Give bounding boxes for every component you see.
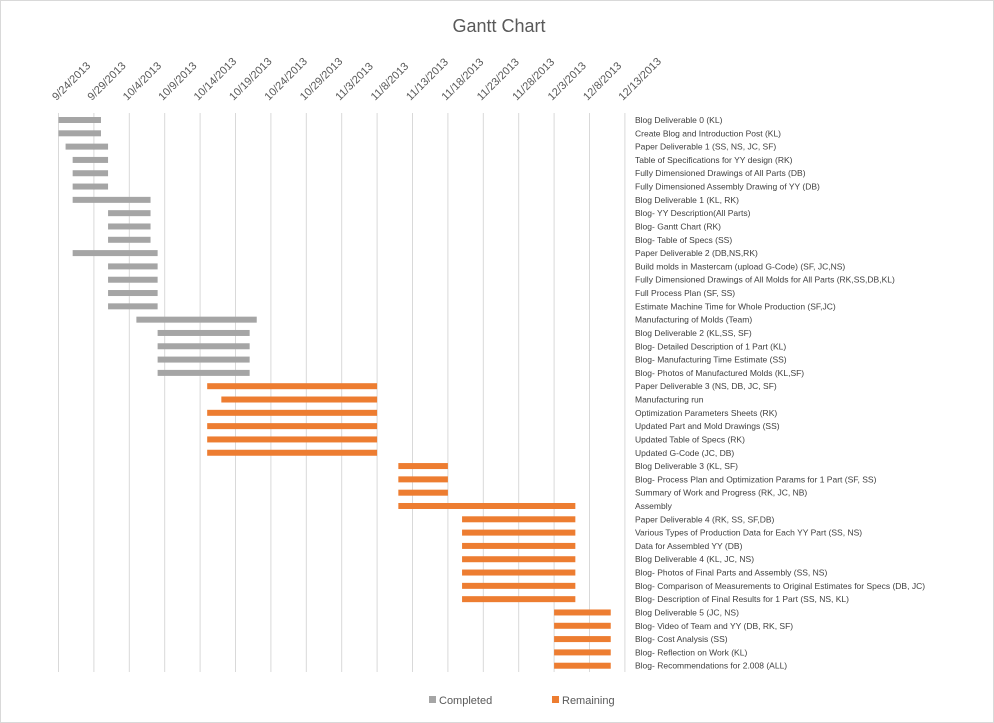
task-bar xyxy=(72,170,109,177)
task-bar xyxy=(462,569,576,576)
task-label: Summary of Work and Progress (RK, JC, NB… xyxy=(635,488,807,498)
task-label: Build molds in Mastercam (upload G-Code)… xyxy=(635,261,845,271)
task-bar xyxy=(207,383,378,390)
task-bar xyxy=(157,356,250,363)
task-bar xyxy=(207,423,378,430)
task-label: Paper Deliverable 1 (SS, NS, JC, SF) xyxy=(635,142,776,152)
x-axis-ticks: 9/24/20139/29/201310/4/201310/9/201310/1… xyxy=(50,56,664,103)
task-label: Blog Deliverable 4 (KL, JC, NS) xyxy=(635,554,754,564)
chart-title: Gantt Chart xyxy=(452,16,545,36)
task-bar xyxy=(157,369,250,376)
task-bar xyxy=(108,263,158,270)
task-bar xyxy=(157,343,250,350)
legend-label-remaining: Remaining xyxy=(562,695,615,707)
task-label: Blog- Table of Specs (SS) xyxy=(635,235,732,245)
task-bar xyxy=(72,250,158,257)
task-label: Blog Deliverable 3 (KL, SF) xyxy=(635,461,738,471)
task-label: Estimate Machine Time for Whole Producti… xyxy=(635,301,836,311)
task-bar xyxy=(58,117,101,123)
task-label: Updated Part and Mold Drawings (SS) xyxy=(635,421,780,431)
task-bar xyxy=(207,449,378,456)
task-label: Blog Deliverable 2 (KL,SS, SF) xyxy=(635,328,752,338)
legend: Completed Remaining xyxy=(429,695,615,707)
task-label: Various Types of Production Data for Eac… xyxy=(635,528,862,538)
x-tick-label: 12/13/2013 xyxy=(617,56,664,103)
task-bar xyxy=(462,529,576,536)
legend-label-completed: Completed xyxy=(439,695,492,707)
task-label: Optimization Parameters Sheets (RK) xyxy=(635,408,777,418)
task-label: Data for Assembled YY (DB) xyxy=(635,541,743,551)
task-label: Full Process Plan (SF, SS) xyxy=(635,288,735,298)
task-bar xyxy=(65,143,109,150)
task-label: Blog- Photos of Manufactured Molds (KL,S… xyxy=(635,368,804,378)
task-bar xyxy=(462,516,576,523)
task-label: Fully Dimensioned Drawings of All Molds … xyxy=(635,275,895,285)
task-label: Manufacturing run xyxy=(635,395,704,405)
task-bar xyxy=(462,596,576,603)
task-bar xyxy=(221,396,378,403)
task-label: Blog- Photos of Final Parts and Assembly… xyxy=(635,568,827,578)
task-label: Assembly xyxy=(635,501,673,511)
task-label: Blog- Process Plan and Optimization Para… xyxy=(635,474,877,484)
task-bar xyxy=(554,649,611,656)
task-bar xyxy=(554,609,611,616)
task-label: Manufacturing of Molds (Team) xyxy=(635,315,752,325)
task-label: Create Blog and Introduction Post (KL) xyxy=(635,128,781,138)
task-bar xyxy=(398,489,448,496)
task-bar xyxy=(554,636,611,643)
task-bar xyxy=(398,502,576,509)
task-label: Blog- Gantt Chart (RK) xyxy=(635,221,721,231)
task-bar xyxy=(554,662,611,669)
task-label: Blog- Cost Analysis (SS) xyxy=(635,634,728,644)
task-label: Blog- Video of Team and YY (DB, RK, SF) xyxy=(635,621,793,631)
task-label: Blog- Recommendations for 2.008 (ALL) xyxy=(635,661,787,671)
task-bar xyxy=(207,409,378,416)
task-label: Blog- Comparison of Measurements to Orig… xyxy=(635,581,925,591)
task-label: Paper Deliverable 3 (NS, DB, JC, SF) xyxy=(635,381,777,391)
task-label: Paper Deliverable 4 (RK, SS, SF,DB) xyxy=(635,514,775,524)
task-bar xyxy=(462,542,576,549)
task-bar xyxy=(72,183,109,190)
task-labels: Blog Deliverable 0 (KL) Create Blog and I… xyxy=(635,115,925,671)
legend-swatch-remaining xyxy=(552,696,559,703)
task-bar xyxy=(108,303,158,310)
task-bar xyxy=(398,476,448,483)
task-label: Updated Table of Specs (RK) xyxy=(635,434,745,444)
task-label: Blog- YY Description(All Parts) xyxy=(635,208,751,218)
task-label: Fully Dimensioned Assembly Drawing of YY… xyxy=(635,182,820,192)
task-label: Blog Deliverable 0 (KL) xyxy=(635,115,723,125)
task-bar xyxy=(108,210,151,217)
task-label: Fully Dimensioned Drawings of All Parts … xyxy=(635,168,806,178)
task-label: Blog- Manufacturing Time Estimate (SS) xyxy=(635,355,787,365)
task-label: Blog- Description of Final Results for 1… xyxy=(635,594,849,604)
task-bar xyxy=(157,329,250,336)
task-bar xyxy=(108,236,151,243)
task-label: Updated G-Code (JC, DB) xyxy=(635,448,734,458)
task-bar xyxy=(72,156,109,163)
task-bar xyxy=(462,582,576,589)
task-bar xyxy=(207,436,378,443)
legend-swatch-completed xyxy=(429,696,436,703)
task-label: Blog- Reflection on Work (KL) xyxy=(635,647,747,657)
task-bar xyxy=(136,316,257,323)
task-bar xyxy=(72,196,151,203)
task-bar xyxy=(108,290,158,297)
task-label: Blog Deliverable 1 (KL, RK) xyxy=(635,195,739,205)
task-bar xyxy=(108,276,158,283)
task-bars xyxy=(58,117,611,669)
task-label: Blog- Detailed Description of 1 Part (KL… xyxy=(635,341,786,351)
task-bar xyxy=(554,622,611,629)
task-bar xyxy=(58,130,101,137)
task-label: Blog Deliverable 5 (JC, NS) xyxy=(635,607,739,617)
task-bar xyxy=(398,463,448,470)
gridlines xyxy=(58,113,626,672)
task-label: Paper Deliverable 2 (DB,NS,RK) xyxy=(635,248,758,258)
task-label: Table of Specifications for YY design (R… xyxy=(635,155,793,165)
task-bar xyxy=(462,556,576,563)
task-bar xyxy=(108,223,151,230)
